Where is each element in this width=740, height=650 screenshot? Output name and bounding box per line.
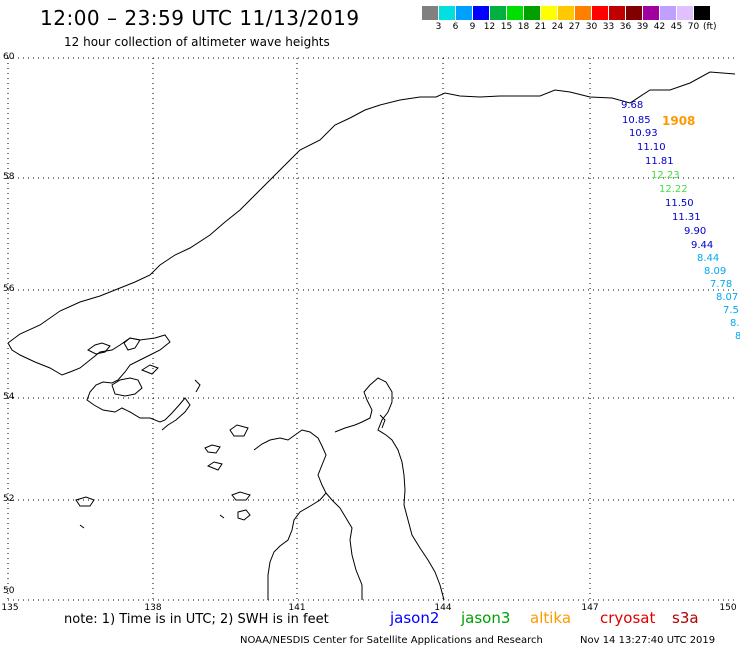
scale-swatch <box>575 6 592 20</box>
lon-label: 144 <box>434 603 452 613</box>
scale-swatch <box>558 6 575 20</box>
scale-label: 39 <box>636 22 649 32</box>
scale-swatch <box>541 6 558 20</box>
color-scale-bar <box>422 6 711 20</box>
scale-swatch <box>694 6 711 20</box>
lat-label: 50 <box>3 586 15 596</box>
wave-height-value: 9.90 <box>684 226 707 237</box>
wave-height-value: 11.81 <box>645 156 674 167</box>
legend-altika: altika <box>530 609 572 627</box>
coastline <box>7 71 736 601</box>
scale-swatch <box>456 6 473 20</box>
scale-label: 30 <box>585 22 598 32</box>
wave-height-value: 8.44 <box>697 253 720 264</box>
lon-label: 141 <box>288 603 306 613</box>
scale-swatch <box>643 6 660 20</box>
scale-swatch <box>490 6 507 20</box>
wave-height-value: 11.50 <box>665 198 694 209</box>
scale-swatch <box>439 6 456 20</box>
wave-height-value: 10.93 <box>629 128 658 139</box>
page-subtitle: 12 hour collection of altimeter wave hei… <box>64 35 330 49</box>
scale-label: 18 <box>517 22 530 32</box>
track-time-label: 1908 <box>662 114 696 128</box>
scale-label: 21 <box>534 22 547 32</box>
scale-swatch <box>473 6 490 20</box>
scale-label: 3 <box>435 22 442 32</box>
legend-jason2: jason2 <box>390 609 440 627</box>
scale-swatch <box>609 6 626 20</box>
wave-height-value: 7.78 <box>710 279 733 290</box>
lon-label: 138 <box>144 603 162 613</box>
scale-label: 27 <box>568 22 581 32</box>
wave-height-value: 8 <box>735 331 740 342</box>
lon-label: 150 <box>719 603 737 613</box>
scale-label: 9 <box>469 22 476 32</box>
wave-height-value: 10.85 <box>622 115 651 126</box>
scale-swatch <box>507 6 524 20</box>
wave-height-value: 9.44 <box>691 240 714 251</box>
scale-swatch <box>677 6 694 20</box>
lat-label: 56 <box>3 284 15 294</box>
color-scale-labels: 3 6 9 12 15 18 21 24 27 30 33 36 39 42 45 70 (ft) <box>422 22 727 32</box>
scale-label: 70 <box>687 22 700 32</box>
islands <box>140 364 223 471</box>
credit-line: NOAA/NESDIS Center for Satellite Applica… <box>240 635 543 646</box>
page-title: 12:00 – 23:59 UTC 11/13/2019 <box>40 6 360 30</box>
scale-label: 33 <box>602 22 615 32</box>
scale-label: 15 <box>500 22 513 32</box>
scale-swatch <box>524 6 541 20</box>
lat-label: 58 <box>3 172 15 182</box>
scale-label: 45 <box>670 22 683 32</box>
legend-s3a: s3a <box>672 609 699 627</box>
scale-swatch <box>626 6 643 20</box>
legend-cryosat: cryosat <box>600 609 656 627</box>
scale-swatch <box>660 6 677 20</box>
scale-label: 12 <box>483 22 496 32</box>
wave-height-value: 11.10 <box>637 142 666 153</box>
footer-note: note: 1) Time is in UTC; 2) SWH is in fe… <box>64 612 329 627</box>
legend-jason3: jason3 <box>461 609 511 627</box>
credit-timestamp: Nov 14 13:27:40 UTC 2019 <box>580 635 716 646</box>
wave-height-value: 8. <box>730 318 740 329</box>
lon-label: 147 <box>581 603 599 613</box>
wave-height-value: 8.07 <box>716 292 739 303</box>
wave-height-value: 9.68 <box>621 100 644 111</box>
scale-swatch <box>592 6 609 20</box>
lat-label: 60 <box>3 52 15 62</box>
graticule <box>7 57 735 601</box>
lat-label: 54 <box>3 392 15 402</box>
scale-label: 6 <box>452 22 459 32</box>
wave-height-value: 12.22 <box>659 184 688 195</box>
scale-swatch <box>422 6 439 20</box>
wave-height-value: 11.31 <box>672 212 701 223</box>
lon-label: 135 <box>1 603 19 613</box>
scale-label: 24 <box>551 22 564 32</box>
lat-label: 52 <box>3 494 15 504</box>
wave-height-value: 12.23 <box>651 170 680 181</box>
wave-height-value: 8.09 <box>704 266 727 277</box>
wave-height-value: 7.5 <box>723 305 739 316</box>
scale-unit: (ft) <box>703 22 717 32</box>
scale-label: 36 <box>619 22 632 32</box>
scale-label: 42 <box>653 22 666 32</box>
